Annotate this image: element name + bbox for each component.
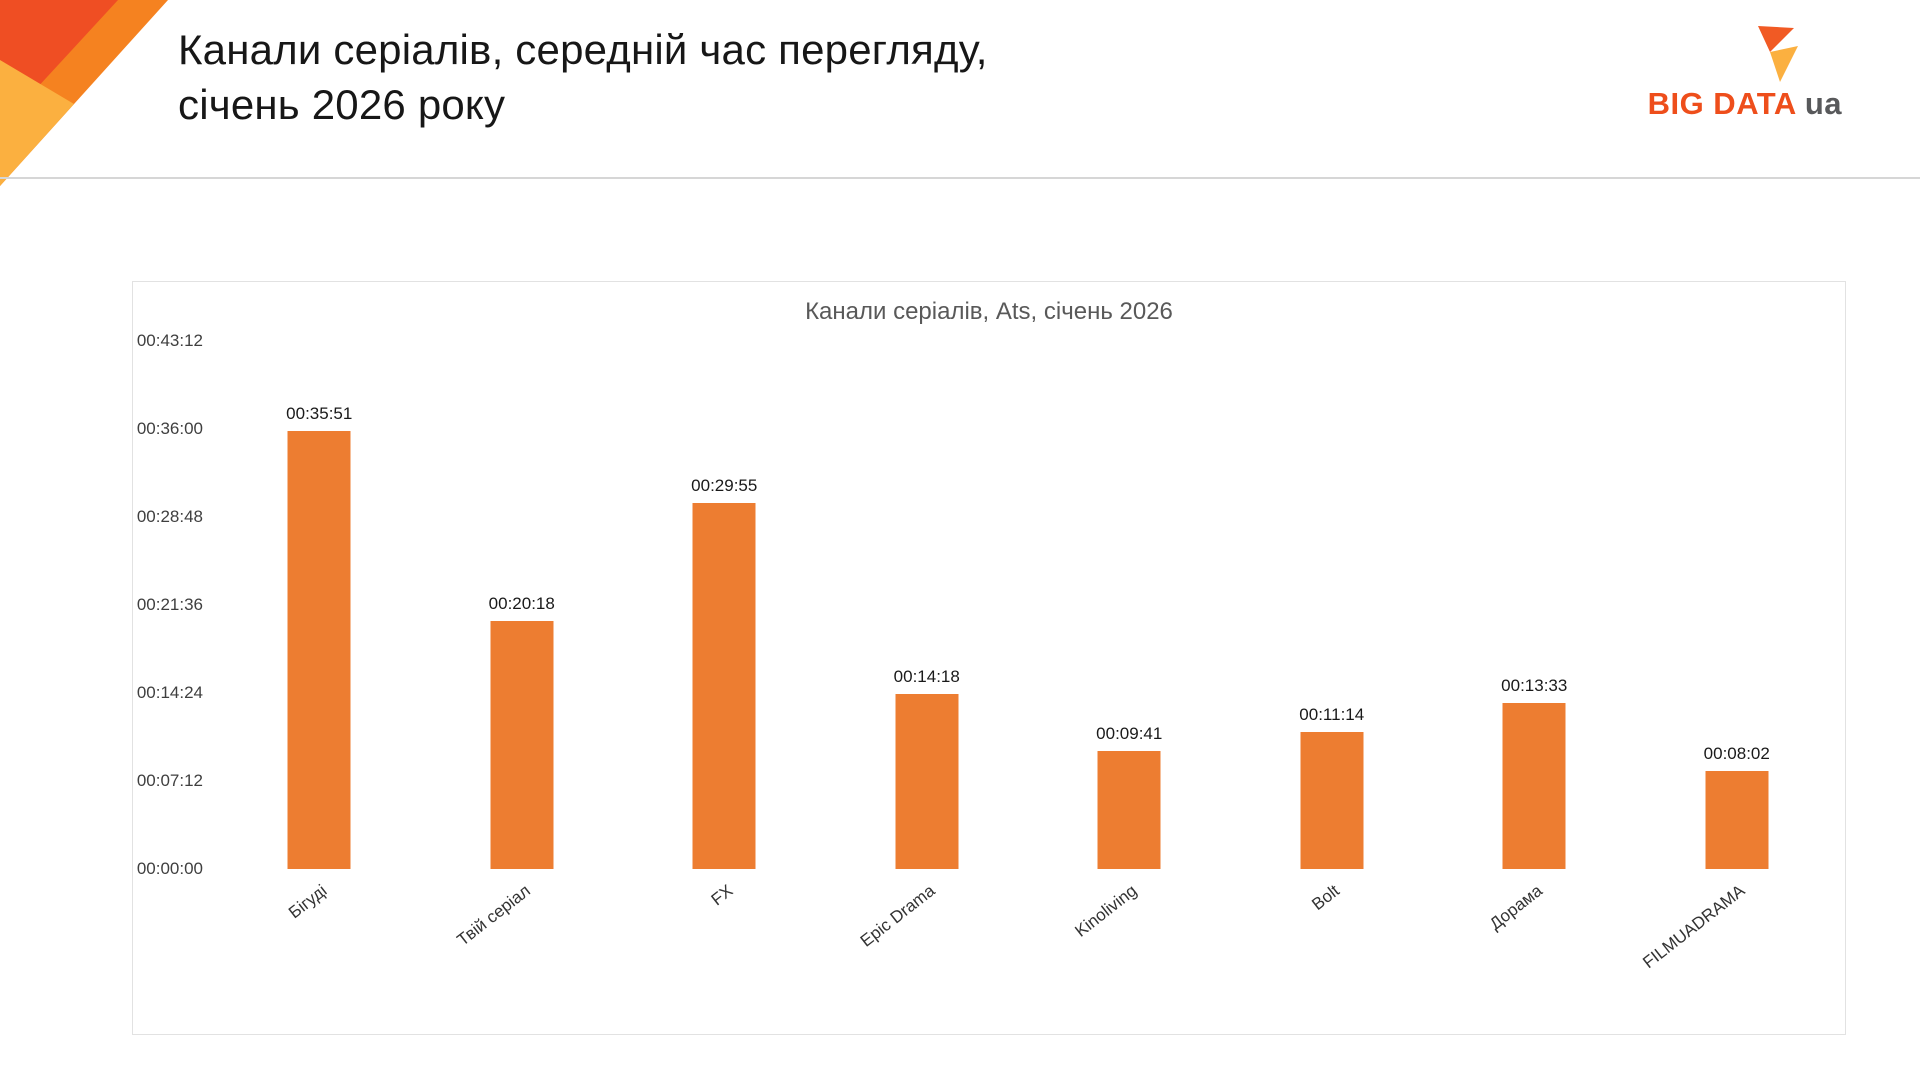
bar xyxy=(1705,770,1769,869)
bar xyxy=(287,430,351,869)
y-axis-tick: 00:36:00 xyxy=(136,419,203,438)
logo-suffix: ua xyxy=(1804,86,1842,121)
logo-flash-icon xyxy=(1758,26,1798,82)
category-label: Дорама xyxy=(1486,881,1546,934)
bar-value-label: 00:35:51 xyxy=(286,403,353,423)
chart-title: Канали серіалів, Ats, січень 2026 xyxy=(805,298,1173,325)
category-label: Бігуді xyxy=(285,881,331,923)
bar-slot: 00:13:33 Дорама xyxy=(1433,341,1636,933)
y-axis-tick: 00:14:24 xyxy=(136,683,203,702)
y-axis-tick: 00:43:12 xyxy=(136,331,203,350)
bar-slot: 00:08:02 FILMUADRAMA xyxy=(1636,341,1839,972)
category-label: FILMUADRAMA xyxy=(1639,881,1749,973)
bar xyxy=(895,694,959,869)
bar-value-label: 00:13:33 xyxy=(1501,676,1568,696)
bar xyxy=(1097,750,1161,869)
page-title: Канали серіалів, середній час перегляду,… xyxy=(178,22,988,133)
logo-text: BIG DATA ua xyxy=(1648,86,1842,122)
page-title-line2: січень 2026 року xyxy=(178,81,506,129)
bar-slot: 00:29:55 FX xyxy=(623,341,826,909)
category-label: Kinoliving xyxy=(1071,881,1141,941)
bar xyxy=(692,503,756,869)
y-axis: 00:43:12 00:36:00 00:28:48 00:21:36 00:14:24… xyxy=(136,331,203,878)
bar-slot: 00:14:18 Epic Drama xyxy=(826,341,1029,950)
y-axis-tick: 00:21:36 xyxy=(136,595,203,614)
category-label: Bolt xyxy=(1308,881,1344,915)
corner-triangle-light xyxy=(0,60,74,186)
bar-slot: 00:35:51 Бігуді xyxy=(218,341,421,922)
bar-value-label: 00:11:14 xyxy=(1299,704,1365,724)
bar xyxy=(490,620,554,869)
plot-area: 00:35:51 Бігуді 00:20:18 Твій серіал 00:29:5… xyxy=(218,341,1839,972)
header-divider xyxy=(0,177,1920,179)
bar-value-label: 00:09:41 xyxy=(1096,723,1163,743)
corner-decoration xyxy=(0,0,168,186)
bar-value-label: 00:08:02 xyxy=(1703,743,1770,763)
category-label: Твій серіал xyxy=(453,881,534,950)
y-axis-tick: 00:00:00 xyxy=(136,859,203,878)
bar-slot: 00:20:18 Твій серіал xyxy=(421,341,624,950)
category-label: FX xyxy=(707,881,736,910)
category-label: Epic Drama xyxy=(856,881,939,951)
bar-slot: 00:09:41 Kinoliving xyxy=(1028,341,1231,941)
chart-container: Канали серіалів, Ats, січень 2026 00:43:… xyxy=(132,281,1846,1035)
bar-value-label: 00:14:18 xyxy=(893,667,960,687)
bar-value-label: 00:20:18 xyxy=(488,593,555,613)
bar-value-label: 00:29:55 xyxy=(691,476,758,496)
bar-slot: 00:11:14 Bolt xyxy=(1231,341,1434,914)
y-axis-tick: 00:07:12 xyxy=(136,771,203,790)
page-title-line1: Канали серіалів, середній час перегляду, xyxy=(178,26,988,73)
bar xyxy=(1502,703,1566,869)
bar xyxy=(1300,731,1364,869)
y-axis-tick: 00:28:48 xyxy=(136,507,203,526)
logo-brand: BIG DATA xyxy=(1647,86,1797,121)
bigdata-logo: BIG DATA ua xyxy=(1648,26,1842,122)
